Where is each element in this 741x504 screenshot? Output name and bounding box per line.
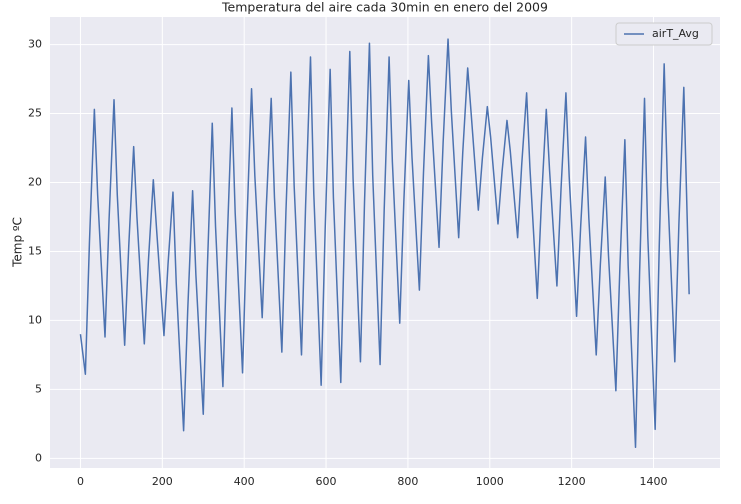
x-tick-label: 1000 bbox=[476, 475, 504, 488]
x-tick-label: 1400 bbox=[640, 475, 668, 488]
x-tick-label: 0 bbox=[77, 475, 84, 488]
y-tick-label: 20 bbox=[28, 176, 42, 189]
chart-title: Temperatura del aire cada 30min en enero… bbox=[221, 0, 548, 15]
x-tick-label: 1200 bbox=[558, 475, 586, 488]
x-tick-label: 800 bbox=[397, 475, 418, 488]
y-tick-label: 30 bbox=[28, 38, 42, 51]
y-tick-label: 25 bbox=[28, 107, 42, 120]
legend-label: airT_Avg bbox=[652, 27, 699, 40]
y-tick-label: 0 bbox=[35, 451, 42, 464]
data-line bbox=[79, 38, 690, 449]
y-tick-label: 5 bbox=[35, 382, 42, 395]
y-axis-label: Temp ºC bbox=[11, 217, 25, 268]
x-tick-label: 400 bbox=[234, 475, 255, 488]
x-tick-label: 600 bbox=[316, 475, 337, 488]
y-tick-label: 10 bbox=[28, 313, 42, 326]
y-tick-label: 15 bbox=[28, 244, 42, 257]
plot-area bbox=[50, 17, 720, 468]
x-tick-label: 200 bbox=[152, 475, 173, 488]
legend-box bbox=[615, 22, 713, 46]
